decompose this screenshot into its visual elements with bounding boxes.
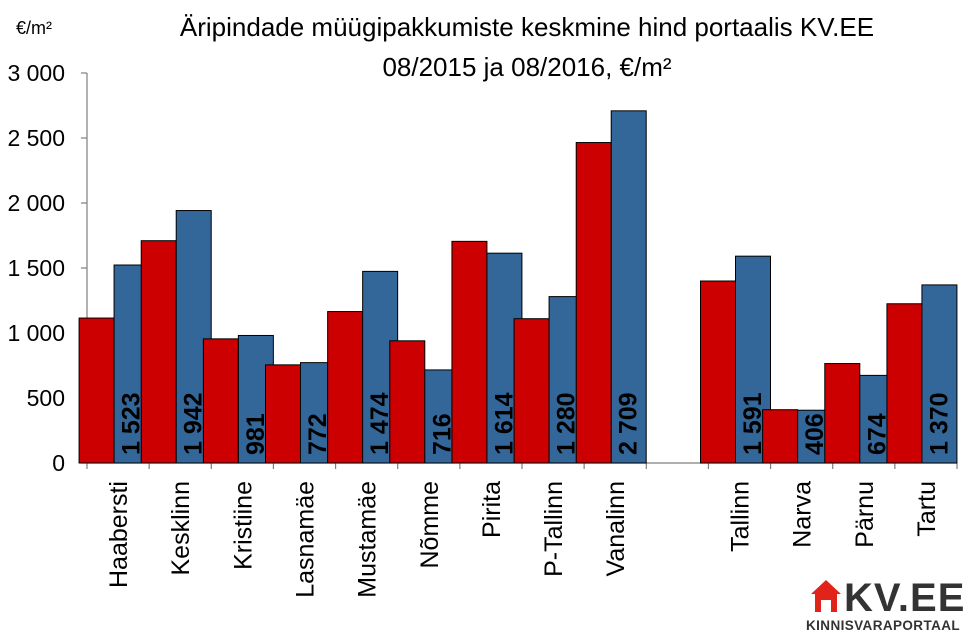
x-tick-label: Pärnu bbox=[851, 481, 879, 548]
bar-2016 bbox=[175, 210, 212, 464]
y-axis-unit-label: €/m² bbox=[16, 18, 52, 38]
x-tick-label: Tartu bbox=[913, 481, 941, 537]
bar-2015 bbox=[575, 142, 612, 464]
y-tick-label: 2 000 bbox=[7, 190, 65, 216]
bar-2015 bbox=[886, 303, 923, 464]
x-tick-label: Tallinn bbox=[727, 481, 755, 552]
bar-2015 bbox=[762, 409, 799, 464]
bar-2015 bbox=[202, 338, 239, 464]
y-tick-label: 1 000 bbox=[7, 320, 65, 346]
x-tick-label: Kristiine bbox=[229, 481, 257, 570]
brand-name: KV.EE bbox=[844, 576, 966, 620]
bar-2015 bbox=[700, 280, 736, 464]
y-tick-label: 1 500 bbox=[7, 255, 65, 281]
bar-2015 bbox=[451, 240, 488, 464]
y-tick-label: 0 bbox=[52, 450, 65, 476]
house-icon bbox=[811, 580, 841, 612]
bar-2015 bbox=[513, 318, 550, 464]
y-tick-label: 3 000 bbox=[7, 60, 65, 86]
chart-title: Äripindade müügipakkumiste keskmine hind… bbox=[180, 12, 874, 42]
x-tick-label: Nõmme bbox=[416, 481, 444, 569]
x-tick-label: P-Tallinn bbox=[540, 481, 568, 577]
x-tick-label: Narva bbox=[789, 481, 817, 548]
y-tick-label: 500 bbox=[27, 385, 65, 411]
bar-2015 bbox=[140, 240, 177, 464]
x-tick-label: Kesklinn bbox=[167, 481, 195, 576]
chart-subtitle: 08/2015 ja 08/2016, €/m² bbox=[382, 52, 671, 82]
kv-ee-logo: KV.EE KINNISVARAPORTAAL bbox=[806, 574, 974, 636]
bar-2016 bbox=[610, 110, 647, 464]
x-tick-label: Mustamäe bbox=[354, 481, 382, 598]
bar-2016 bbox=[921, 284, 958, 464]
x-tick-label: Vanalinn bbox=[602, 481, 630, 576]
brand-tagline: KINNISVARAPORTAAL bbox=[806, 618, 961, 633]
y-tick-label: 2 500 bbox=[7, 125, 65, 151]
data-label-2016: 1 370 bbox=[925, 392, 953, 455]
x-tick-label: Haabersti bbox=[105, 481, 133, 588]
x-tick-label: Lasnamäe bbox=[292, 481, 320, 598]
bar-2015 bbox=[327, 311, 364, 464]
x-tick-label: Pirita bbox=[478, 481, 506, 538]
data-label-2016: 2 709 bbox=[615, 392, 643, 455]
bar-2015 bbox=[78, 317, 115, 464]
bar-2015 bbox=[389, 340, 426, 464]
bar-2015 bbox=[265, 364, 301, 464]
bar-2015 bbox=[824, 363, 861, 464]
